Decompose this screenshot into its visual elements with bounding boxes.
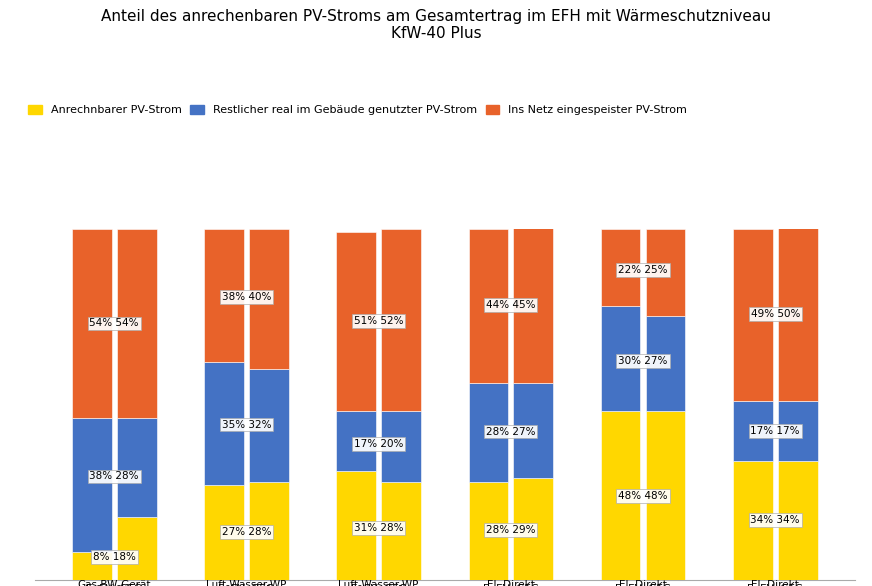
Bar bbox=[249, 482, 289, 580]
Bar bbox=[733, 401, 773, 461]
Text: 51% 52%: 51% 52% bbox=[354, 316, 404, 326]
Text: 28% 27%: 28% 27% bbox=[486, 427, 535, 437]
Text: 38% 28%: 38% 28% bbox=[90, 471, 139, 482]
Text: 30% 27%: 30% 27% bbox=[618, 356, 668, 366]
Bar bbox=[468, 229, 508, 383]
Text: 49% 50%: 49% 50% bbox=[751, 309, 800, 319]
Bar bbox=[337, 471, 376, 580]
Bar bbox=[204, 362, 244, 485]
Bar bbox=[468, 383, 508, 482]
Bar bbox=[514, 478, 553, 580]
Bar bbox=[645, 411, 685, 580]
Text: 35% 32%: 35% 32% bbox=[221, 420, 271, 430]
Bar bbox=[72, 418, 112, 552]
Bar bbox=[645, 229, 685, 316]
Bar bbox=[337, 232, 376, 411]
Bar bbox=[733, 461, 773, 580]
Text: El. Direkt
+ E-DLE
PV-Anlage
+ Stromspeicher
+ WRG: El. Direkt + E-DLE PV-Anlage + Stromspei… bbox=[732, 580, 819, 586]
Text: 44% 45%: 44% 45% bbox=[486, 300, 535, 310]
Bar bbox=[601, 411, 640, 580]
Bar bbox=[468, 482, 508, 580]
Legend: Anrechnbarer PV-Strom, Restlicher real im Gebäude genutzter PV-Strom, Ins Netz e: Anrechnbarer PV-Strom, Restlicher real i… bbox=[24, 100, 691, 120]
Bar bbox=[514, 383, 553, 478]
Text: 28% 29%: 28% 29% bbox=[486, 525, 535, 535]
Text: Luft-Wasser-WP
+ Speicher
PV-Anlage
+ Stromspeicher
+ WRG: Luft-Wasser-WP + Speicher PV-Anlage + St… bbox=[202, 580, 290, 586]
Bar bbox=[733, 229, 773, 401]
Text: 17% 20%: 17% 20% bbox=[354, 439, 404, 449]
Text: Anteil des anrechenbaren PV-Stroms am Gesamtertrag im EFH mit Wärmeschutzniveau
: Anteil des anrechenbaren PV-Stroms am Ge… bbox=[101, 9, 771, 41]
Text: 22% 25%: 22% 25% bbox=[618, 265, 668, 275]
Bar bbox=[72, 552, 112, 580]
Bar bbox=[381, 482, 421, 580]
Text: El. Direkt
+ Speicher mit
Heizstab
PV-Anlage
+ Stromspeicher
+ WRG: El. Direkt + Speicher mit Heizstab PV-An… bbox=[599, 580, 687, 586]
Bar bbox=[778, 461, 818, 580]
Bar bbox=[117, 229, 156, 418]
Text: El. Direkt
+ WW-WP
PV-Anlage
+ Stromspeicher
+ WRG: El. Direkt + WW-WP PV-Anlage + Stromspei… bbox=[467, 580, 555, 586]
Bar bbox=[204, 485, 244, 580]
Bar bbox=[601, 229, 640, 306]
Bar bbox=[72, 229, 112, 418]
Bar bbox=[601, 306, 640, 411]
Bar bbox=[381, 229, 421, 411]
Text: 48% 48%: 48% 48% bbox=[618, 490, 668, 501]
Bar bbox=[645, 316, 685, 411]
Bar bbox=[249, 229, 289, 369]
Bar bbox=[514, 225, 553, 383]
Text: 17% 17%: 17% 17% bbox=[751, 425, 800, 436]
Text: 54% 54%: 54% 54% bbox=[90, 318, 139, 329]
Bar bbox=[778, 225, 818, 401]
Bar bbox=[337, 411, 376, 471]
Bar bbox=[117, 418, 156, 517]
Bar bbox=[778, 401, 818, 461]
Text: 31% 28%: 31% 28% bbox=[354, 523, 404, 533]
Bar bbox=[381, 411, 421, 482]
Text: Gas-BW-Gerät
+ Speicher
PV-Anlage
+ Stromspeicher
+ WRG: Gas-BW-Gerät + Speicher PV-Anlage + Stro… bbox=[71, 580, 158, 586]
Text: 8% 18%: 8% 18% bbox=[92, 552, 136, 563]
Bar bbox=[204, 229, 244, 362]
Text: Luft-Wasser-WP
+ E-DLE
PV-Anlage
+ Stromspeicher
+ WRG: Luft-Wasser-WP + E-DLE PV-Anlage + Strom… bbox=[335, 580, 423, 586]
Text: 27% 28%: 27% 28% bbox=[221, 527, 271, 537]
Bar bbox=[249, 369, 289, 482]
Text: 38% 40%: 38% 40% bbox=[221, 292, 271, 302]
Text: 34% 34%: 34% 34% bbox=[751, 515, 800, 526]
Bar bbox=[117, 517, 156, 580]
